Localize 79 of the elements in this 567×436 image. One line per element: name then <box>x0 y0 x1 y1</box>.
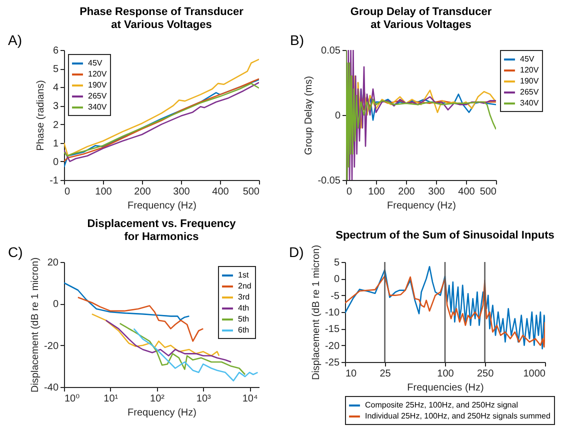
x-tick-label: 10¹ <box>104 394 119 404</box>
y-tick-label: -20 <box>325 340 340 352</box>
x-tick-label: 10⁰ <box>64 394 80 404</box>
line-series <box>64 58 259 157</box>
text: B) <box>290 32 304 48</box>
x-tick-label: 10² <box>150 394 166 404</box>
x-tick-label: 200 <box>134 186 152 198</box>
x-tick-label: 500 <box>480 186 497 198</box>
legend-label: 4th <box>238 304 250 312</box>
legend-label: 45V <box>520 54 535 64</box>
text: A) <box>8 32 22 48</box>
y-axis-title: Group Delay (ms) <box>304 76 315 155</box>
x-tick-label: 10 <box>346 368 358 380</box>
x-tick-label: 1000 <box>523 368 546 380</box>
y-tick-label: 0 <box>52 299 59 310</box>
chart-title: Phase Response of Transducer at Various Voltages <box>80 6 244 31</box>
y-tick-label: -15 <box>325 324 340 336</box>
y-axis-title: Displacement (dB re 1 micron) <box>30 257 42 393</box>
legend-label: 190V <box>520 76 540 86</box>
y-tick-label: 5 <box>334 258 340 268</box>
x-tick-label: 100 <box>437 368 454 380</box>
x-tick-label: 300 <box>173 186 190 198</box>
legend-label: 265V <box>520 88 540 96</box>
x-tick-label: 100 <box>95 186 112 198</box>
x-axis-title: Frequency (Hz) <box>128 408 196 418</box>
y-axis-title: Displacement (dB re 1 micron) <box>311 244 322 380</box>
y-tick-label: 4 <box>52 82 59 94</box>
y-tick-label: -10 <box>325 308 340 318</box>
x-tick-label: 250 <box>476 368 494 380</box>
chart-title: Spectrum of the Sum of Sinusoidal Inputs <box>336 229 554 242</box>
x-axis-title: Frequencies (Hz) <box>407 382 484 394</box>
y-tick-label: 0 <box>334 110 341 122</box>
x-axis-title: Frequency (Hz) <box>387 200 456 212</box>
y-tick-label: 0 <box>52 156 59 168</box>
y-tick-label: 0.05 <box>321 46 341 56</box>
y-tick-label: 0 <box>334 274 340 286</box>
y-tick-label: 20 <box>47 258 59 268</box>
x-tick-label: 10⁴ <box>242 394 258 404</box>
y-tick-label: -5 <box>330 290 340 302</box>
legend-label: 1st <box>238 270 250 280</box>
legend-label: Individual 25Hz, 100Hz, and 250Hz signals summed <box>365 412 550 420</box>
legend-label: 5th <box>238 314 250 324</box>
y-tick-label: 2 <box>52 120 59 131</box>
y-tick-label: -0.05 <box>318 176 341 186</box>
x-tick-label: 0 <box>346 186 352 198</box>
x-tick-label: 100 <box>368 186 386 198</box>
x-tick-label: 0 <box>64 186 70 198</box>
y-tick-label: 1 <box>52 138 59 150</box>
x-tick-label: 500 <box>242 186 260 198</box>
legend-label: 265V <box>88 92 108 100</box>
y-tick-label: 5 <box>52 64 59 76</box>
legend-label: Composite 25Hz, 100Hz, and 250Hz signal <box>365 400 518 410</box>
legend-label: 3rd <box>238 292 250 302</box>
text: D) <box>289 244 304 260</box>
x-axis-title: Frequency (Hz) <box>128 200 196 212</box>
y-tick-label: -25 <box>325 358 340 368</box>
x-tick-label: 200 <box>398 186 416 198</box>
x-tick-label: 400 <box>212 186 230 198</box>
legend-label: 190V <box>88 80 108 90</box>
legend-label: 340V <box>88 102 108 112</box>
y-tick-label: -40 <box>44 382 59 394</box>
legend-label: 6th <box>238 326 250 334</box>
x-tick-label: 400 <box>458 186 476 198</box>
legend-label: 45V <box>88 58 103 68</box>
y-tick-label: 6 <box>52 46 59 56</box>
legend-label: 120V <box>88 70 108 78</box>
legend-label: 340V <box>520 98 540 108</box>
y-tick-label: -20 <box>44 340 59 352</box>
x-tick-label: 300 <box>428 186 446 198</box>
chart-title: Displacement vs. Frequency for Harmonics <box>87 218 237 243</box>
legend-label: 120V <box>520 66 540 74</box>
y-tick-label: -1 <box>50 176 59 186</box>
y-axis-title: Phase (radians) <box>36 80 47 151</box>
text: C) <box>8 244 23 260</box>
y-tick-label: 3 <box>52 101 59 112</box>
legend-label: 2nd <box>238 282 252 290</box>
chart-title: Group Delay of Transducer at Various Voltages <box>350 6 492 31</box>
x-tick-label: 10³ <box>196 394 212 404</box>
x-tick-label: 25 <box>380 368 392 380</box>
